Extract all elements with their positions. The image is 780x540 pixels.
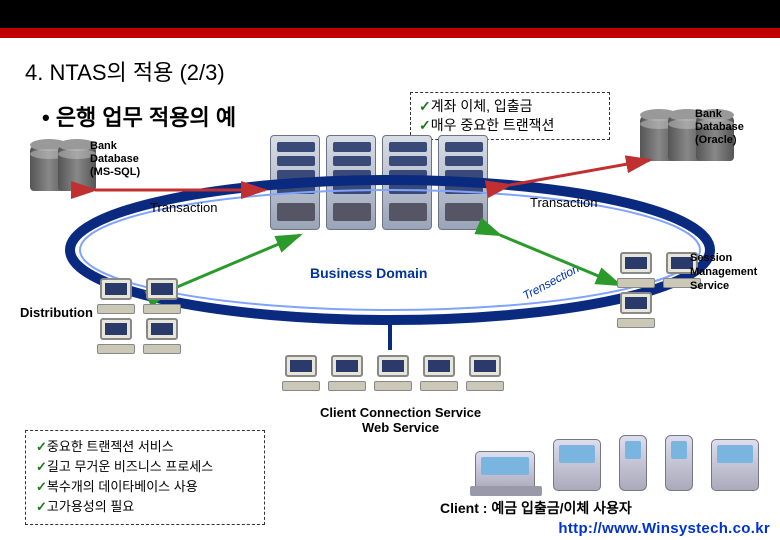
client-devices	[475, 435, 759, 491]
workstation-icon	[95, 318, 137, 354]
workstation-icon	[141, 278, 183, 314]
workstation-icon	[280, 355, 322, 391]
phone-icon	[619, 435, 647, 491]
workstation-icon	[418, 355, 460, 391]
pda-icon	[553, 439, 601, 491]
mobile-icon	[665, 435, 693, 491]
workstation-icon	[372, 355, 414, 391]
note-b-line2: 길고 무거운 비즈니스 프로세스	[47, 459, 213, 474]
atm-icon	[711, 439, 759, 491]
workstation-icon	[615, 292, 657, 328]
workstation-icon	[326, 355, 368, 391]
check-icon: ✓	[36, 459, 47, 474]
client-connection-label: Client Connection Service Web Service	[320, 405, 481, 435]
footer-url: http://www.Winsystech.co.kr	[558, 520, 770, 537]
workstation-group-bottom	[280, 355, 520, 391]
note-b-line4: 고가용성의 필요	[47, 499, 134, 514]
check-icon: ✓	[36, 479, 47, 494]
session-mgmt-label: Session Management Service	[690, 252, 757, 293]
workstation-icon	[615, 252, 657, 288]
check-icon: ✓	[36, 439, 47, 454]
workstation-group-left	[95, 278, 215, 354]
client-caption: Client : 예금 입출금/이체 사용자	[440, 498, 632, 518]
distribution-label: Distribution	[20, 305, 93, 320]
workstation-icon	[464, 355, 506, 391]
note-b-line3: 복수개의 데이타베이스 사용	[47, 479, 198, 494]
laptop-icon	[475, 451, 535, 491]
note-box-bottom: ✓중요한 트랜젝션 서비스 ✓길고 무거운 비즈니스 프로세스 ✓복수개의 데이…	[25, 430, 265, 525]
workstation-icon	[141, 318, 183, 354]
note-b-line1: 중요한 트랜젝션 서비스	[47, 439, 174, 454]
workstation-icon	[95, 278, 137, 314]
check-icon: ✓	[36, 499, 47, 514]
